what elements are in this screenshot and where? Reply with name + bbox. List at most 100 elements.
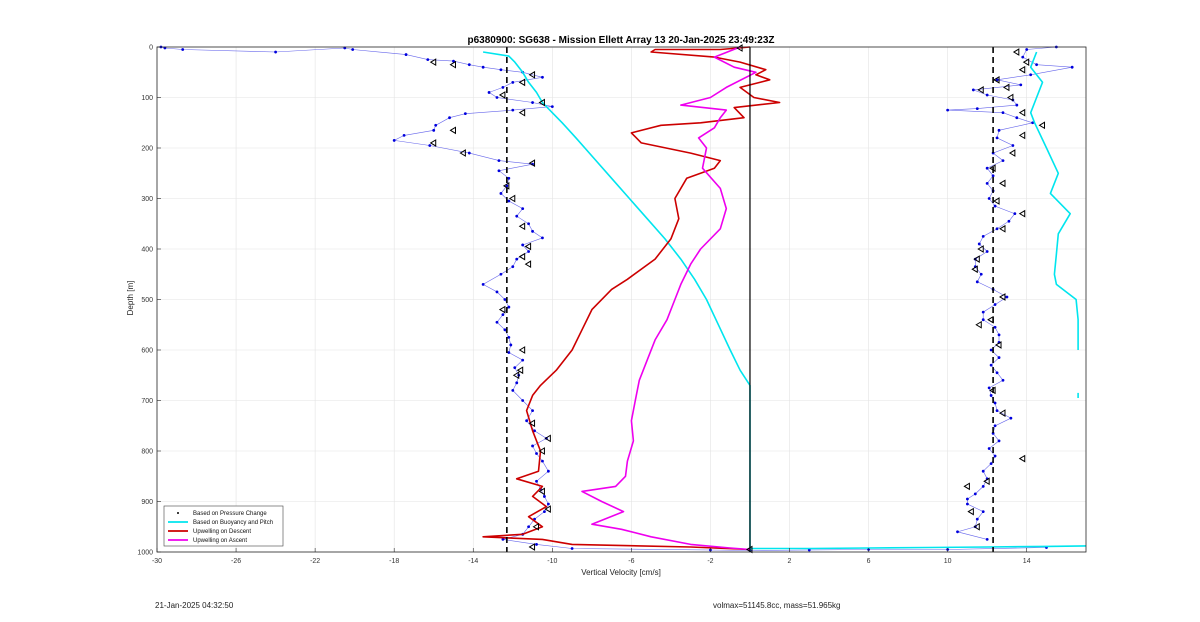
triangle-marker (508, 194, 516, 203)
y-tick-label: 400 (141, 247, 153, 254)
x-tick-label: -6 (628, 558, 634, 565)
triangle-marker (449, 60, 456, 69)
triangle-marker (995, 341, 1002, 349)
y-tick-label: 700 (141, 398, 153, 405)
triangle-marker (518, 78, 526, 87)
triangle-marker (524, 260, 532, 269)
descent-series-line (482, 46, 781, 551)
pressure-trace (947, 46, 1073, 540)
buoyancy-series-line (482, 51, 751, 552)
y-tick-label: 900 (141, 499, 153, 506)
triangle-marker (977, 86, 984, 94)
legend-entry: Upwelling on Ascent (193, 538, 247, 544)
triangle-marker (528, 70, 536, 79)
x-tick-label: -18 (389, 558, 399, 565)
triangle-marker (429, 139, 437, 147)
triangle-marker (498, 305, 506, 314)
triangle-marker (971, 265, 978, 274)
y-tick-label: 200 (141, 146, 153, 153)
triangle-marker (993, 197, 1000, 205)
triangle-marker (449, 126, 456, 135)
triangle-marker (528, 159, 536, 168)
x-tick-label: -26 (231, 558, 241, 565)
legend-swatch-dot (177, 512, 179, 514)
triangle-marker (1018, 131, 1026, 140)
footer-volmax-mass: volmax=51145.8cc, mass=51.965kg (713, 601, 841, 610)
triangle-marker (518, 108, 526, 117)
y-tick-label: 100 (141, 95, 153, 102)
triangle-marker (528, 419, 536, 428)
triangle-marker (999, 293, 1006, 301)
x-tick-label: -2 (707, 558, 713, 565)
series-layer (159, 45, 1087, 552)
triangle-marker (538, 447, 545, 455)
triangle-marker (967, 507, 974, 516)
triangle-marker (532, 522, 540, 531)
triangle-marker (512, 371, 520, 380)
y-axis-label: Depth [m] (126, 281, 135, 316)
y-tick-label: 800 (141, 449, 153, 456)
footer-timestamp: 21-Jan-2025 04:32:50 (155, 601, 234, 610)
y-tick-label: 600 (141, 348, 153, 355)
triangle-marker (1018, 209, 1026, 218)
triangle-marker (538, 98, 545, 107)
triangle-marker (983, 477, 990, 486)
triangle-marker (963, 482, 970, 491)
triangle-marker (544, 434, 551, 443)
triangle-marker (524, 242, 532, 251)
buoyancy-series-line (1029, 51, 1079, 350)
triangle-marker (544, 505, 551, 513)
triangle-marker (538, 487, 545, 496)
y-tick-label: 1000 (137, 550, 153, 557)
triangle-marker (498, 91, 506, 99)
triangle-marker (1006, 93, 1014, 102)
y-tick-label: 300 (141, 196, 153, 203)
x-tick-label: 14 (1023, 558, 1031, 565)
y-tick-label: 0 (149, 45, 153, 52)
grid-lines (156, 46, 1086, 553)
triangle-marker (518, 252, 526, 261)
triangle-marker (1012, 48, 1020, 56)
triangle-marker (975, 320, 982, 329)
triangle-marker (429, 58, 437, 67)
legend-entry: Based on Buoyancy and Pitch (193, 520, 273, 526)
triangle-marker (1018, 454, 1026, 463)
triangle-marker (999, 179, 1006, 188)
legend-entry: Upwelling on Descent (193, 529, 251, 535)
legend-entry: Based on Pressure Change (193, 511, 267, 517)
triangle-marker (977, 245, 984, 253)
x-axis-label: Vertical Velocity [cm/s] (581, 568, 661, 577)
triangle-marker (736, 44, 743, 52)
triangle-marker (516, 366, 524, 375)
legend: Based on Pressure Change Based on Buoyanc… (163, 505, 284, 547)
triangle-marker (528, 543, 536, 551)
triangle-marker (973, 255, 980, 263)
x-tick-label: -30 (152, 558, 162, 565)
triangle-marker (518, 222, 526, 231)
triangle-marker (1008, 149, 1016, 157)
x-tick-label: -10 (547, 558, 557, 565)
triangle-marker (1022, 58, 1030, 67)
pressure-trace (160, 46, 1047, 551)
triangle-marker (999, 409, 1006, 418)
triangle-marker (1002, 83, 1010, 92)
triangle-marker (973, 522, 980, 531)
triangle-marker (518, 346, 526, 354)
buoyancy-series-line (750, 545, 1087, 550)
x-tick-label: 6 (867, 558, 871, 565)
triangle-marker (999, 224, 1006, 233)
x-tick-label: -22 (310, 558, 320, 565)
ascent-series-line (581, 46, 757, 551)
x-tick-label: 10 (944, 558, 952, 565)
triangle-marker (459, 149, 466, 157)
reference-lines (506, 47, 994, 552)
x-tick-label: -14 (468, 558, 478, 565)
y-tick-label: 500 (141, 297, 153, 304)
triangle-marker (993, 75, 1000, 84)
triangle-marker (1038, 121, 1046, 130)
x-tick-label: 2 (788, 558, 792, 565)
triangle-marker (1018, 108, 1026, 117)
triangle-marker (1018, 65, 1026, 74)
axis-ticks: -30 -26 -22 -18 -14 -10 -6 -2 2 6 10 14010020030040… (137, 45, 1030, 566)
